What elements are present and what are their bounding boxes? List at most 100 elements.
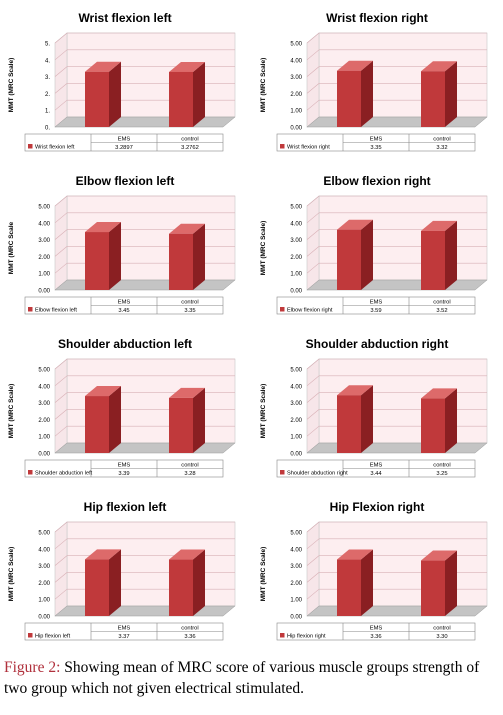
chart-panel: Shoulder abduction left 0.00 1.00 2.00 3.00 4…	[0, 326, 250, 489]
bar-top	[169, 549, 205, 560]
side-wall	[54, 521, 68, 617]
gridline	[306, 32, 320, 44]
y-tick-label: 3.00	[38, 401, 50, 407]
legend-swatch	[280, 470, 285, 475]
y-tick-label: 1.00	[38, 435, 50, 441]
bar-side	[109, 61, 121, 127]
y-axis-label: MMT (MRC Scale)	[260, 221, 267, 276]
bar-side	[361, 385, 373, 453]
y-axis-label: MMT (MRC Scale)	[260, 384, 267, 439]
y-tick-label: 2.	[45, 92, 50, 98]
chart-panel: Elbow flexion right 0.00 1.00 2.00 3.00 4.00 5…	[252, 163, 502, 326]
bar-side	[193, 61, 205, 127]
y-tick-label: 0.00	[38, 289, 50, 295]
data-label: 3.36	[370, 634, 381, 640]
bar	[169, 61, 205, 127]
bar-top	[169, 61, 205, 72]
x-category-label: EMS	[370, 300, 383, 306]
chart-plot: 0.00 1.00 2.00 3.00 4.00 5.00 MMT (MRC Scale) E…	[260, 195, 488, 315]
y-tick-label: 2.00	[290, 255, 302, 261]
bar-side	[445, 220, 457, 290]
y-axis-label: MMT (MRC Scale)	[260, 547, 267, 602]
bar-top	[85, 222, 121, 233]
y-tick-label: 4.00	[290, 221, 302, 227]
x-category-label: EMS	[118, 137, 131, 143]
x-category-label: control	[181, 463, 198, 469]
gridline	[306, 212, 320, 224]
bar-side	[109, 549, 121, 616]
chart-title: Wrist flexion right	[326, 11, 428, 25]
data-label: 3.35	[370, 145, 381, 151]
y-tick-label: 5.00	[38, 205, 50, 211]
y-tick-label: 4.00	[38, 384, 50, 390]
y-tick-label: 3.	[45, 75, 50, 81]
data-table: EMS 3.45 control 3.35 Elbow flexion left	[24, 296, 224, 315]
gridline	[306, 375, 320, 387]
gridline	[54, 246, 68, 257]
legend-label: Elbow flexion right	[287, 308, 333, 314]
side-wall	[306, 521, 320, 617]
bar-front	[337, 559, 361, 616]
y-tick-label: 5.00	[290, 205, 302, 211]
gridline	[54, 555, 68, 566]
bar-side	[109, 222, 121, 290]
bar-side	[193, 223, 205, 290]
bar-front	[85, 559, 109, 616]
chart-title: Hip Flexion right	[329, 500, 425, 514]
gridline	[54, 212, 68, 224]
bar-side	[445, 388, 457, 453]
chart-floor	[306, 116, 488, 128]
gridline	[306, 425, 320, 437]
y-tick-label: 1.00	[290, 272, 302, 278]
legend-label: Shoulder abduction left	[35, 471, 93, 477]
y-tick-label: 0.00	[290, 126, 302, 132]
bar-side	[193, 387, 205, 453]
y-tick-label: 0.00	[290, 615, 302, 621]
bar-top	[421, 550, 457, 561]
chart-plot: 0.00 1.00 2.00 3.00 4.00 5.00 MMT (MRC Scale) E…	[260, 32, 488, 152]
chart-panel: Hip Flexion right 0.00 1.00 2.00 3.00 4.00 5.0…	[252, 489, 502, 652]
y-tick-label: 1.00	[290, 435, 302, 441]
gridline	[54, 229, 68, 240]
caption-label: Figure 2:	[4, 659, 61, 676]
bar-top	[85, 549, 121, 560]
x-category-label: control	[181, 626, 198, 632]
legend-label: Hip flexion right	[287, 634, 326, 640]
bar	[337, 219, 373, 290]
figure-grid: Wrist flexion left 0. 1. 2. 3. 4. 5. MMT (MRC S…	[0, 0, 502, 652]
side-wall	[306, 32, 320, 128]
bar-front	[337, 70, 361, 127]
bar-top	[337, 385, 373, 396]
chart-floor	[306, 605, 488, 617]
gridline	[306, 246, 320, 257]
bar-top	[169, 387, 205, 398]
chart-floor	[306, 279, 488, 291]
bar-front	[337, 229, 361, 290]
legend-swatch	[28, 144, 33, 149]
figure-caption: Figure 2: Showing mean of MRC score of v…	[4, 657, 500, 699]
bar-front	[169, 397, 193, 453]
chart-plot: 0.00 1.00 2.00 3.00 4.00 5.00 MMT (MRC Scale) E…	[260, 521, 488, 641]
bar	[169, 223, 205, 290]
bar-top	[169, 223, 205, 234]
bar-side	[109, 386, 121, 453]
bar	[421, 220, 457, 290]
legend-label: Shoulder abduction right	[287, 471, 348, 477]
gridline	[306, 66, 320, 77]
chart-title: Shoulder abduction right	[305, 337, 449, 351]
bar	[85, 549, 121, 616]
bar-front	[169, 233, 193, 290]
y-tick-label: 0.00	[290, 452, 302, 458]
bar-front	[169, 71, 193, 127]
chart-panel: Wrist flexion left 0. 1. 2. 3. 4. 5. MMT (MRC S…	[0, 0, 250, 163]
side-wall	[54, 358, 68, 454]
legend-label: Wrist flexion left	[35, 145, 75, 151]
data-table: EMS 3.36 control 3.30 Hip flexion right	[276, 622, 476, 641]
bar	[85, 61, 121, 127]
data-table: EMS 3.39 control 3.28 Shoulder abduction lef…	[24, 459, 224, 478]
data-table: EMS 3.44 control 3.25 Shoulder abduction rig…	[276, 459, 476, 478]
y-tick-label: 3.00	[38, 238, 50, 244]
gridline	[306, 83, 320, 94]
y-tick-label: 2.00	[290, 92, 302, 98]
y-tick-label: 1.00	[290, 109, 302, 115]
